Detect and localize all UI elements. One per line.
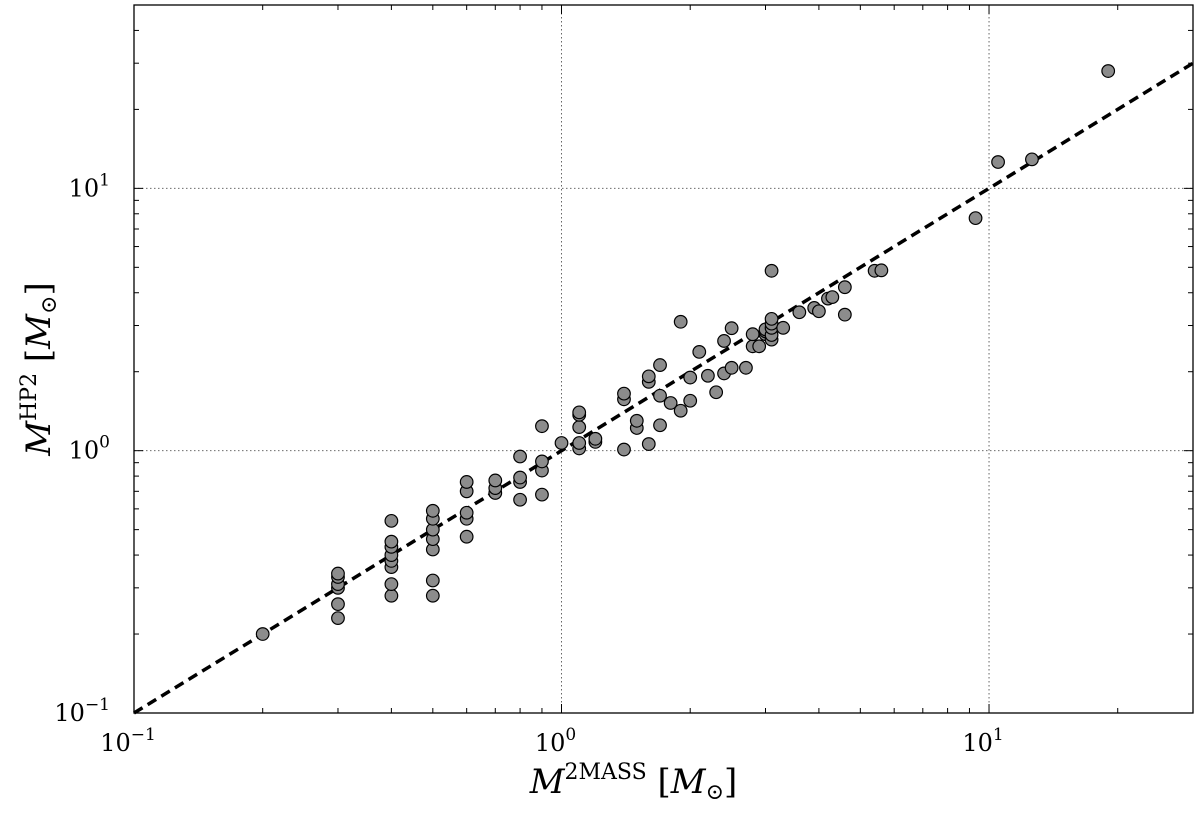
data-point	[459, 529, 474, 544]
data-point	[764, 263, 779, 278]
data-point	[683, 393, 698, 408]
data-point	[837, 307, 852, 322]
data-point	[991, 155, 1005, 169]
plot-frame	[133, 4, 1194, 714]
data-point	[554, 436, 569, 450]
grid-lines	[134, 5, 1193, 713]
data-point	[641, 437, 656, 451]
data-point	[837, 280, 852, 295]
data-point	[331, 597, 345, 612]
data-points	[255, 64, 1116, 641]
data-point	[513, 470, 527, 485]
data-point	[425, 573, 440, 588]
data-point	[653, 418, 667, 433]
data-point	[683, 370, 698, 385]
data-point	[331, 611, 345, 626]
y-axis-title: MHP2 [M⊙]	[17, 282, 62, 456]
data-point	[617, 442, 631, 457]
y-tick-label: 101	[69, 170, 110, 202]
y-tick-label: 100	[69, 433, 110, 465]
data-point	[513, 449, 527, 464]
data-point	[572, 420, 587, 434]
data-point	[692, 344, 707, 359]
x-tick-label: 100	[535, 725, 576, 757]
axis-labels: 10−1 100 101 10−1 100 101 M2MASS [M⊙] MHP2 [M⊙]	[17, 170, 1004, 805]
data-point	[812, 304, 826, 319]
data-point	[629, 413, 644, 428]
data-point	[739, 360, 753, 375]
data-point	[384, 588, 399, 603]
data-point	[641, 369, 656, 384]
data-point	[572, 436, 587, 450]
data-point	[425, 503, 440, 518]
data-point	[717, 334, 731, 348]
data-point	[1101, 64, 1116, 78]
data-point	[535, 487, 549, 502]
data-point	[673, 314, 688, 329]
data-point	[572, 405, 587, 420]
data-point	[653, 358, 667, 372]
data-point	[752, 339, 767, 354]
data-point	[384, 513, 399, 528]
data-point	[792, 305, 807, 320]
data-point	[701, 368, 715, 383]
data-point	[331, 566, 345, 581]
data-point	[825, 290, 840, 304]
data-point	[384, 534, 399, 549]
data-point	[673, 403, 688, 418]
axis-ticks	[133, 4, 1194, 714]
data-point	[255, 627, 270, 641]
data-point	[459, 475, 474, 489]
data-point	[745, 327, 760, 342]
x-tick-label: 10−1	[100, 725, 156, 757]
data-point	[663, 396, 678, 410]
y-tick-label: 10−1	[54, 695, 110, 727]
data-point	[653, 388, 667, 403]
data-point	[513, 492, 527, 507]
data-point	[874, 263, 889, 278]
data-point	[384, 577, 399, 592]
data-point	[1025, 152, 1039, 167]
data-point	[724, 360, 739, 375]
data-point	[488, 473, 503, 488]
data-point	[724, 321, 739, 336]
x-tick-label: 101	[962, 725, 1003, 757]
data-point	[425, 588, 440, 603]
data-point	[535, 419, 549, 434]
data-point	[535, 454, 549, 469]
data-point	[968, 211, 983, 226]
data-point	[617, 386, 631, 401]
data-point	[709, 385, 724, 400]
x-axis-title: M2MASS [M⊙]	[529, 760, 738, 805]
data-point	[776, 320, 791, 335]
data-point	[588, 431, 603, 446]
data-point	[459, 505, 474, 520]
data-point	[764, 311, 779, 326]
